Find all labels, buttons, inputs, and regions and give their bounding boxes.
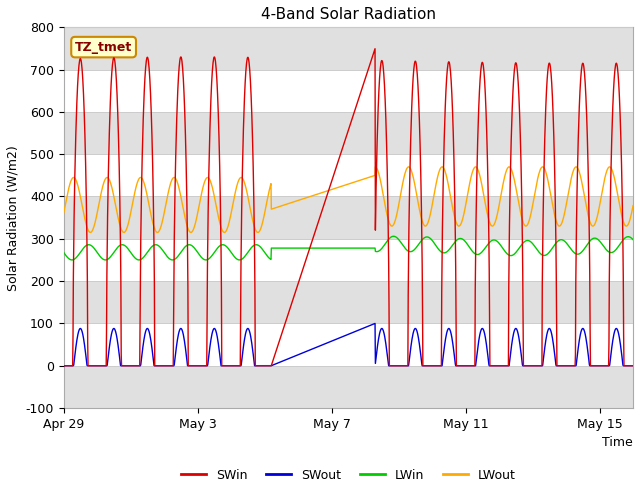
- X-axis label: Time: Time: [602, 436, 633, 449]
- Y-axis label: Solar Radiation (W/m2): Solar Radiation (W/m2): [7, 145, 20, 290]
- Bar: [63, 112, 633, 154]
- Legend: SWin, SWout, LWin, LWout: SWin, SWout, LWin, LWout: [176, 464, 521, 480]
- Bar: [63, 196, 633, 239]
- Bar: [63, 27, 633, 70]
- Text: TZ_tmet: TZ_tmet: [75, 41, 132, 54]
- Title: 4-Band Solar Radiation: 4-Band Solar Radiation: [261, 7, 436, 22]
- Bar: [63, 366, 633, 408]
- Bar: [63, 281, 633, 324]
